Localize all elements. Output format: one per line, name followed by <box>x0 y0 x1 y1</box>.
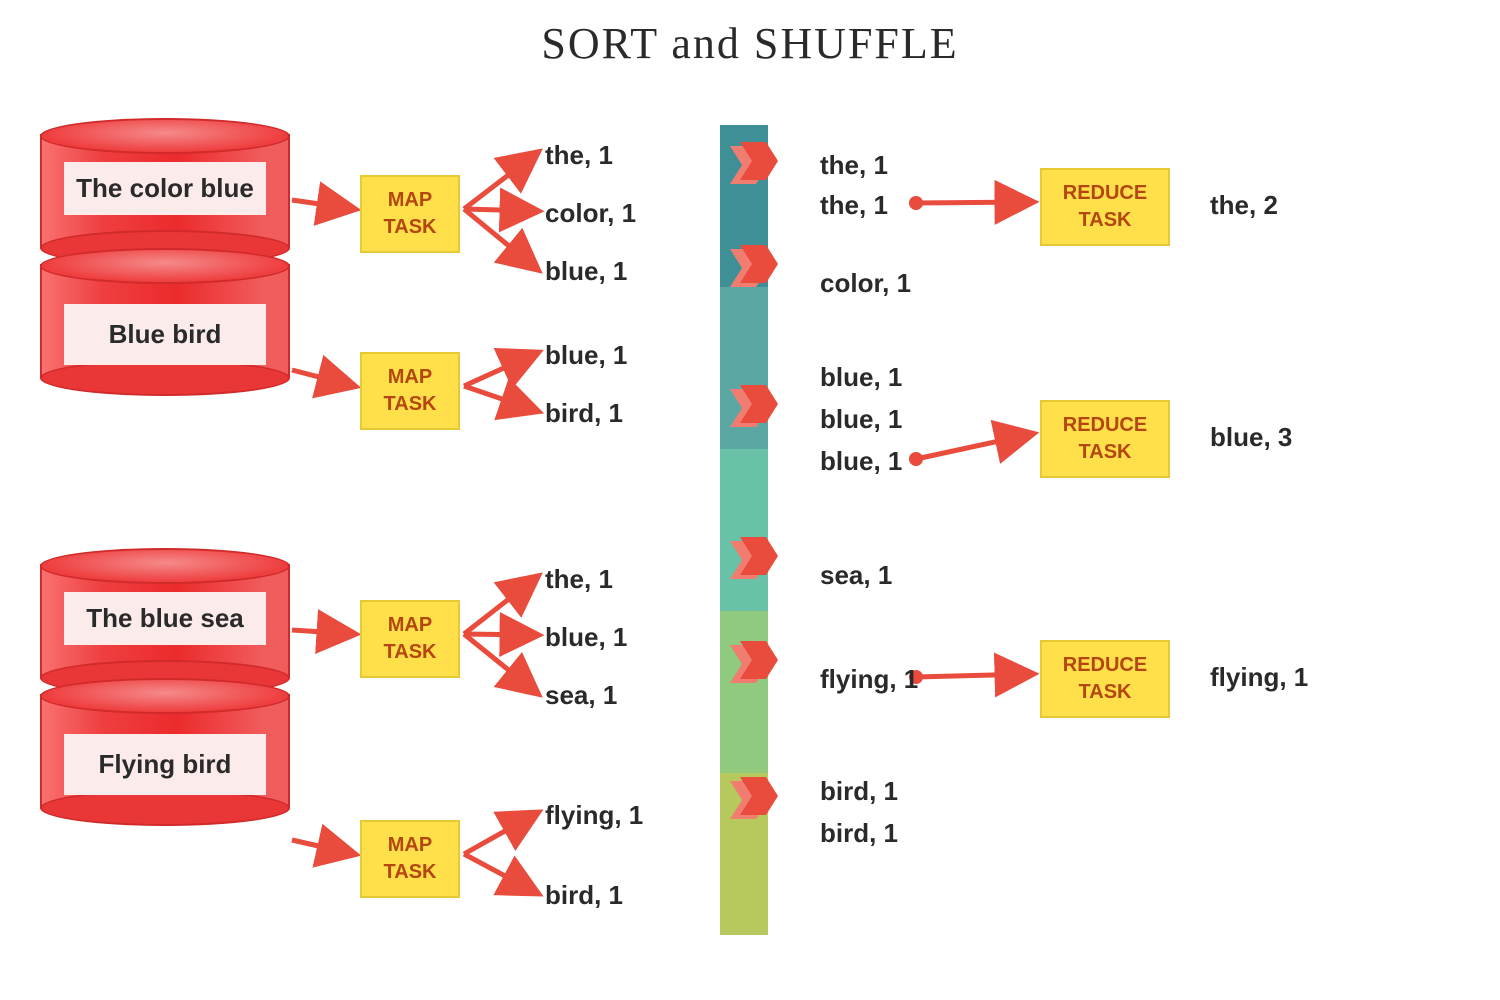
grouped-kv: bird, 1 <box>820 776 898 807</box>
input-cylinder-1: The color blue Blue bird <box>40 118 290 378</box>
diagram-title: SORT and SHUFFLE <box>0 18 1500 69</box>
map-output-kv: blue, 1 <box>545 340 627 371</box>
map-output-kv: color, 1 <box>545 198 636 229</box>
group-marker-icon <box>730 142 782 188</box>
map-output-kv: bird, 1 <box>545 880 623 911</box>
input-record-label: The blue sea <box>64 592 266 645</box>
reduce-task-box: REDUCETASK <box>1040 168 1170 246</box>
input-record-label: Blue bird <box>64 304 266 365</box>
input-record-label: Flying bird <box>64 734 266 795</box>
grouped-kv: the, 1 <box>820 150 888 181</box>
map-output-kv: the, 1 <box>545 564 613 595</box>
map-output-kv: flying, 1 <box>545 800 643 831</box>
grouped-kv: color, 1 <box>820 268 911 299</box>
reduce-result-kv: blue, 3 <box>1210 422 1292 453</box>
grouped-kv: bird, 1 <box>820 818 898 849</box>
grouped-kv: flying, 1 <box>820 664 918 695</box>
input-record-label: The color blue <box>64 162 266 215</box>
map-task-box: MAPTASK <box>360 820 460 898</box>
map-output-kv: blue, 1 <box>545 622 627 653</box>
ss-segment <box>720 611 768 773</box>
reduce-task-box: REDUCETASK <box>1040 400 1170 478</box>
map-output-kv: the, 1 <box>545 140 613 171</box>
input-cylinder-2: The blue sea Flying bird <box>40 548 290 808</box>
grouped-kv: blue, 1 <box>820 404 902 435</box>
ss-segment <box>720 449 768 611</box>
map-output-kv: blue, 1 <box>545 256 627 287</box>
group-marker-icon <box>730 537 782 583</box>
map-output-kv: sea, 1 <box>545 680 617 711</box>
grouped-kv: the, 1 <box>820 190 888 221</box>
grouped-kv: sea, 1 <box>820 560 892 591</box>
group-marker-icon <box>730 245 782 291</box>
reduce-result-kv: the, 2 <box>1210 190 1278 221</box>
group-marker-icon <box>730 385 782 431</box>
map-task-box: MAPTASK <box>360 600 460 678</box>
map-task-box: MAPTASK <box>360 352 460 430</box>
reduce-task-box: REDUCETASK <box>1040 640 1170 718</box>
grouped-kv: blue, 1 <box>820 446 902 477</box>
reduce-result-kv: flying, 1 <box>1210 662 1308 693</box>
group-marker-icon <box>730 777 782 823</box>
map-output-kv: bird, 1 <box>545 398 623 429</box>
map-task-box: MAPTASK <box>360 175 460 253</box>
grouped-kv: blue, 1 <box>820 362 902 393</box>
group-marker-icon <box>730 641 782 687</box>
